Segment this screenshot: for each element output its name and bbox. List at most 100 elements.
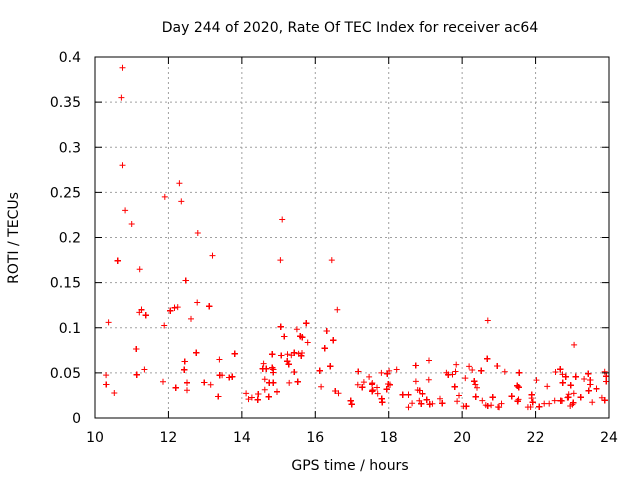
data-point	[551, 397, 558, 404]
data-point	[419, 390, 426, 397]
data-point	[334, 306, 341, 313]
x-tick-label: 18	[380, 430, 398, 446]
data-point	[378, 369, 385, 376]
data-point	[160, 378, 166, 385]
data-point	[454, 398, 461, 405]
data-point	[138, 306, 145, 313]
data-point	[303, 320, 310, 327]
data-point	[426, 401, 433, 408]
y-tick-label: 0	[72, 411, 81, 427]
data-point	[498, 400, 505, 407]
data-point	[426, 357, 432, 364]
data-point	[412, 378, 419, 385]
data-point	[176, 180, 183, 187]
data-point	[405, 391, 412, 398]
data-point	[462, 375, 469, 382]
data-point	[463, 403, 470, 410]
data-point	[161, 322, 168, 329]
data-point	[269, 364, 276, 371]
data-point	[105, 319, 112, 326]
data-point	[366, 373, 373, 380]
data-point	[184, 387, 190, 394]
data-point	[103, 372, 110, 379]
data-point	[418, 400, 425, 407]
data-point	[254, 396, 261, 403]
data-point	[472, 393, 479, 400]
data-point	[119, 64, 126, 71]
data-point	[298, 352, 305, 359]
data-point	[601, 368, 608, 375]
data-point	[393, 366, 400, 373]
x-tick-label: 10	[86, 430, 104, 446]
data-point	[248, 394, 255, 401]
data-point	[119, 162, 126, 169]
data-point	[478, 367, 485, 374]
data-point	[231, 350, 238, 357]
data-point	[327, 363, 334, 370]
data-point	[412, 362, 419, 369]
data-point	[321, 345, 328, 352]
data-point	[484, 403, 491, 409]
data-point	[515, 384, 522, 391]
data-point	[484, 355, 491, 362]
y-tick-label: 0.1	[59, 321, 81, 337]
data-point	[453, 361, 460, 368]
data-point	[374, 390, 381, 397]
data-point	[263, 365, 270, 372]
data-point	[332, 388, 339, 394]
data-point	[557, 366, 564, 373]
data-point	[557, 397, 564, 404]
data-point	[374, 384, 380, 391]
data-point	[354, 381, 361, 388]
y-tick-label: 0.05	[50, 366, 81, 382]
data-point	[488, 402, 495, 409]
data-point	[182, 277, 189, 284]
data-point	[133, 371, 140, 378]
data-point	[193, 349, 200, 356]
data-point	[209, 252, 216, 259]
data-point	[405, 404, 412, 411]
data-point	[524, 404, 531, 411]
data-points	[103, 64, 610, 411]
y-tick-label: 0.4	[59, 50, 81, 66]
data-point	[304, 339, 311, 346]
data-point	[278, 352, 285, 359]
data-point	[565, 394, 572, 401]
data-point	[103, 381, 110, 388]
data-point	[369, 387, 376, 393]
data-point	[570, 399, 577, 406]
data-point	[571, 341, 578, 348]
data-point	[495, 404, 501, 410]
data-point	[171, 304, 178, 311]
data-point	[416, 387, 423, 394]
data-point	[288, 352, 295, 359]
data-point	[516, 369, 523, 376]
data-point	[514, 398, 521, 405]
data-point	[215, 393, 222, 400]
data-point	[559, 371, 566, 378]
data-point	[603, 373, 610, 380]
data-point	[471, 378, 478, 385]
data-point	[437, 395, 443, 402]
data-point	[409, 400, 416, 407]
data-point	[587, 377, 594, 383]
data-point	[207, 381, 214, 388]
data-point	[384, 370, 391, 377]
data-point	[472, 381, 479, 388]
data-point	[299, 350, 305, 356]
y-axis-title: ROTI / TECUs	[6, 192, 22, 284]
data-point	[416, 397, 423, 404]
x-tick-label: 22	[527, 430, 545, 446]
data-point	[194, 299, 201, 306]
data-point	[347, 397, 354, 404]
data-point	[291, 369, 298, 375]
data-point	[585, 370, 592, 377]
data-point	[552, 369, 559, 375]
data-point	[174, 304, 181, 311]
data-point	[274, 388, 280, 395]
data-point	[281, 333, 288, 340]
data-point	[544, 383, 551, 390]
data-point	[260, 360, 267, 367]
data-point	[136, 266, 143, 273]
